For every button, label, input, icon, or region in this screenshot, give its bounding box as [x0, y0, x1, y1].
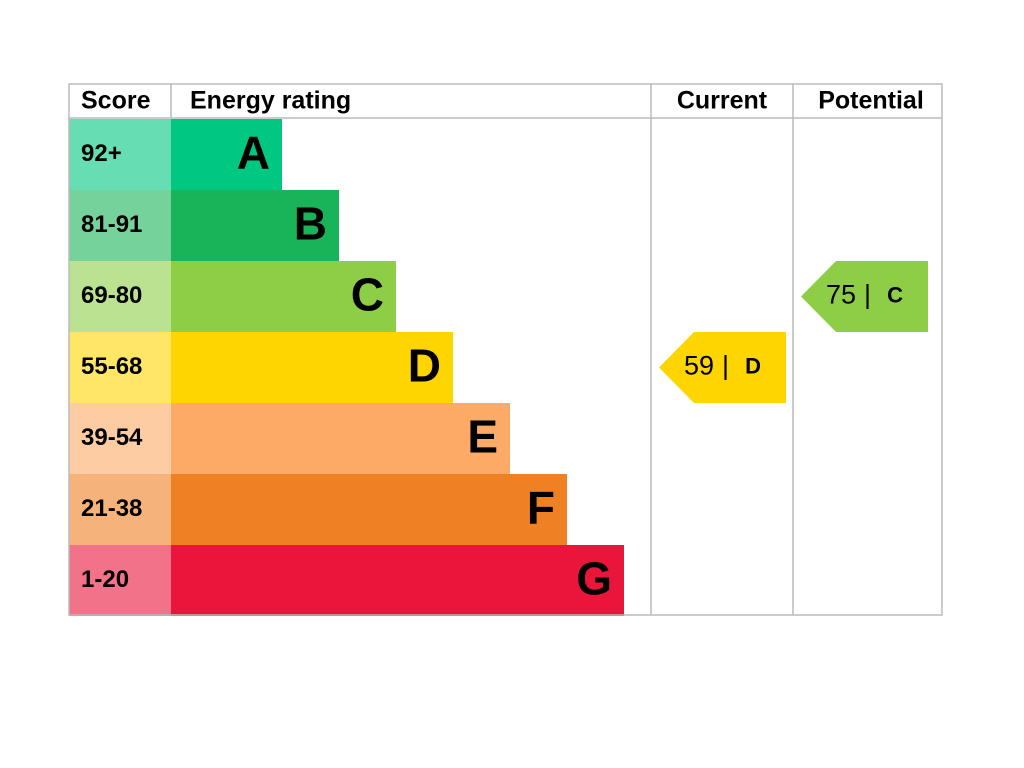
potential-arrow: [801, 261, 928, 332]
header-rating: Energy rating: [190, 87, 351, 115]
score-label: 81-91: [81, 211, 142, 238]
potential-value: 75: [826, 280, 856, 310]
rating-letter: A: [237, 127, 270, 179]
potential-label: 75 | C: [826, 280, 903, 310]
rating-letter: E: [467, 411, 498, 463]
score-cell: [69, 119, 171, 190]
score-cell: [69, 261, 171, 332]
rating-letter: D: [408, 340, 441, 392]
score-cell: [69, 332, 171, 403]
score-label: 55-68: [81, 353, 142, 380]
current-label: 59 | D: [684, 351, 761, 381]
score-label: 69-80: [81, 282, 142, 309]
score-label: 1-20: [81, 566, 129, 593]
header-potential: Potential: [818, 87, 924, 115]
score-cell: [69, 190, 171, 261]
current-arrow: [659, 332, 786, 403]
rating-bar: [171, 545, 624, 616]
header-current: Current: [677, 87, 768, 115]
rating-letter: F: [527, 482, 555, 534]
current-letter: D: [745, 353, 761, 378]
current-separator: |: [722, 351, 729, 381]
rating-bar: [171, 261, 396, 332]
rating-letter: G: [576, 553, 612, 605]
header-score: Score: [81, 87, 151, 115]
score-cell: [69, 474, 171, 545]
potential-separator: |: [864, 280, 871, 310]
score-cell: [69, 403, 171, 474]
score-label: 21-38: [81, 495, 142, 522]
score-label: 39-54: [81, 424, 143, 451]
rating-bar: [171, 332, 453, 403]
rating-bar: [171, 119, 282, 190]
score-label: 92+: [81, 140, 122, 167]
rating-bar: [171, 474, 567, 545]
rating-letter: B: [294, 198, 327, 250]
current-value: 59: [684, 351, 714, 381]
table-border: [68, 83, 943, 616]
rating-letter: C: [351, 269, 384, 321]
rating-bar: [171, 190, 339, 261]
potential-letter: C: [887, 282, 903, 307]
rating-bar: [171, 403, 510, 474]
score-cell: [69, 545, 171, 616]
